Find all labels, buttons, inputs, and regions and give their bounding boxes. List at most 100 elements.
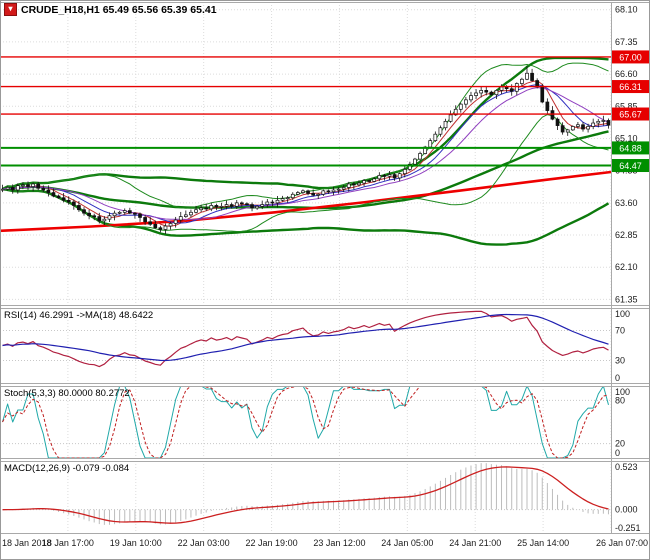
candle-body bbox=[341, 187, 346, 190]
candle-body bbox=[397, 173, 402, 179]
candle-body bbox=[377, 175, 382, 180]
candle-body bbox=[596, 120, 601, 124]
price-level-badge-text: 67.00 bbox=[619, 52, 642, 62]
rsi-line bbox=[2, 310, 609, 368]
macd-signal-line bbox=[2, 466, 609, 524]
time-tick-label: 22 Jan 03:00 bbox=[178, 538, 230, 548]
candle-body bbox=[15, 185, 20, 191]
price-tick-label: 62.85 bbox=[615, 230, 638, 240]
candle-body bbox=[458, 103, 463, 110]
candle-body bbox=[367, 180, 371, 182]
price-level-badge-text: 64.47 bbox=[619, 161, 642, 171]
time-tick-label: 19 Jan 10:00 bbox=[110, 538, 162, 548]
candle-body bbox=[10, 187, 15, 191]
price-tick-label: 65.10 bbox=[615, 133, 638, 143]
candle-body bbox=[372, 178, 377, 182]
candle-body bbox=[601, 120, 606, 122]
candle-body bbox=[474, 92, 478, 96]
candle-body bbox=[97, 216, 102, 222]
candle-body bbox=[387, 174, 392, 177]
candle-body bbox=[107, 215, 112, 220]
candle-body bbox=[464, 99, 468, 105]
candle-body bbox=[280, 198, 285, 201]
price-tick-label: 68.10 bbox=[615, 5, 638, 15]
candle-body bbox=[301, 190, 305, 193]
candle-body bbox=[550, 110, 555, 120]
candle-body bbox=[352, 183, 356, 186]
candle-body bbox=[402, 169, 407, 175]
rsi-tick-label: 100 bbox=[615, 309, 630, 319]
candle-body bbox=[489, 91, 494, 96]
candle-body bbox=[520, 78, 524, 84]
candle-body bbox=[326, 190, 331, 193]
time-tick-label: 22 Jan 19:00 bbox=[246, 538, 298, 548]
macd-tick-label: 0.523 bbox=[615, 462, 638, 472]
candle-body bbox=[392, 174, 397, 179]
time-tick-label: 18 Jan 2018 bbox=[2, 538, 52, 548]
candle-body bbox=[494, 90, 499, 96]
candle-body bbox=[346, 183, 351, 188]
candle-body bbox=[509, 88, 514, 92]
candle-body bbox=[570, 126, 575, 131]
price-tick-label: 61.35 bbox=[615, 294, 638, 304]
candle-body bbox=[540, 86, 545, 103]
candle-body bbox=[168, 223, 173, 227]
stoch-tick-label: 0 bbox=[615, 448, 620, 458]
candle-body bbox=[127, 210, 132, 214]
price-tick-label: 67.35 bbox=[615, 37, 638, 47]
main-pane[interactable] bbox=[0, 56, 611, 246]
price-level-badge bbox=[612, 107, 649, 121]
candle-body bbox=[336, 188, 341, 191]
candle-body bbox=[321, 190, 326, 195]
candle-body bbox=[382, 175, 387, 177]
candle-body bbox=[331, 189, 336, 193]
candle-body bbox=[214, 205, 219, 208]
candle-body bbox=[61, 197, 66, 201]
candle-body bbox=[219, 205, 224, 208]
price-tick-label: 66.60 bbox=[615, 69, 638, 79]
candle-body bbox=[112, 212, 117, 217]
candle-body bbox=[606, 120, 611, 126]
time-tick-label: 18 Jan 17:00 bbox=[42, 538, 94, 548]
candle-body bbox=[316, 193, 321, 196]
candle-body bbox=[209, 205, 214, 210]
candle-body bbox=[581, 124, 585, 130]
candle-body bbox=[270, 201, 275, 204]
candle-body bbox=[148, 221, 153, 225]
macd-pane bbox=[0, 463, 611, 525]
time-tick-label: 25 Jan 14:00 bbox=[517, 538, 569, 548]
candle-body bbox=[133, 212, 137, 215]
candle-body bbox=[5, 187, 10, 190]
candle-body bbox=[499, 86, 504, 91]
candle-body bbox=[102, 218, 107, 222]
candle-body bbox=[31, 183, 35, 187]
rsi-ma-line bbox=[2, 313, 609, 362]
rsi-tick-label: 30 bbox=[615, 356, 625, 366]
candle-body bbox=[250, 204, 254, 209]
candle-body bbox=[36, 183, 41, 189]
candle-body bbox=[158, 227, 163, 230]
candle-body bbox=[576, 124, 580, 127]
stoch-d-line bbox=[2, 386, 609, 458]
candle-body bbox=[530, 72, 534, 81]
price-level-badge-text: 64.88 bbox=[619, 143, 642, 153]
candle-body bbox=[565, 129, 570, 133]
price-level-badge bbox=[612, 141, 649, 155]
candle-body bbox=[199, 207, 203, 211]
candle-body bbox=[234, 202, 239, 207]
price-tick-label: 62.10 bbox=[615, 262, 638, 272]
rsi-tick-label: 0 bbox=[615, 373, 620, 383]
level-lines-layer bbox=[0, 56, 611, 167]
time-tick-label: 24 Jan 05:00 bbox=[381, 538, 433, 548]
candle-body bbox=[545, 101, 550, 111]
candle-body bbox=[117, 211, 122, 214]
candle-body bbox=[362, 180, 366, 184]
stoch-tick-label: 100 bbox=[615, 387, 630, 397]
candle-body bbox=[255, 205, 259, 209]
price-axis[interactable]: 68.1067.3566.6065.8565.1064.3563.6062.85… bbox=[612, 5, 649, 305]
candles-layer bbox=[0, 66, 611, 234]
candle-body bbox=[87, 212, 91, 217]
